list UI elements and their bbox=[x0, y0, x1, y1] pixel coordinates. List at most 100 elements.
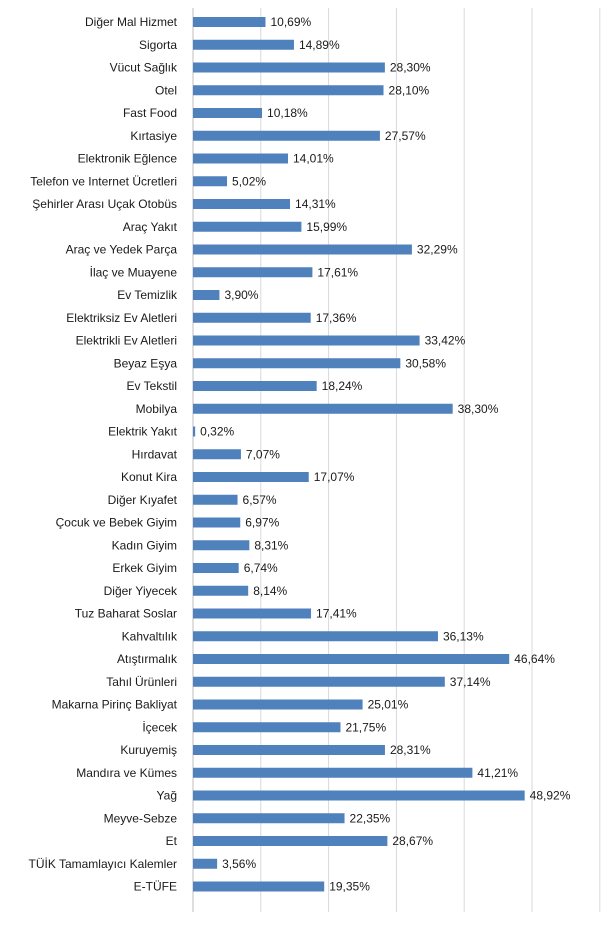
category-label: Diğer Yiyecek bbox=[104, 584, 178, 598]
category-labels: Diğer Mal Hizmet Sigorta Vücut Sağlık Otel F… bbox=[29, 15, 178, 894]
category-label: Ev Temizlik bbox=[117, 288, 178, 302]
bar bbox=[193, 62, 385, 73]
value-label: 19,35% bbox=[329, 880, 370, 894]
category-label: Kuruyemiş bbox=[120, 743, 177, 757]
bar bbox=[193, 312, 311, 323]
category-label: Elektriksiz Ev Aletleri bbox=[66, 311, 177, 325]
value-label: 32,29% bbox=[417, 243, 458, 257]
bar bbox=[193, 358, 401, 369]
bar bbox=[193, 290, 220, 300]
bar bbox=[193, 517, 241, 528]
bar bbox=[193, 699, 363, 710]
category-label: Sigorta bbox=[139, 38, 177, 52]
value-label: 30,58% bbox=[405, 356, 446, 370]
value-label: 10,69% bbox=[270, 15, 311, 29]
category-label: Mobilya bbox=[136, 402, 178, 416]
bar bbox=[193, 585, 249, 596]
bar bbox=[193, 790, 525, 801]
value-label: 41,21% bbox=[477, 766, 518, 780]
bar bbox=[193, 244, 412, 255]
category-label: Telefon ve Internet Ücretleri bbox=[30, 174, 177, 188]
bar bbox=[193, 631, 438, 642]
category-label: Araç ve Yedek Parça bbox=[66, 243, 178, 257]
category-label: Hırdavat bbox=[132, 447, 178, 461]
bar bbox=[193, 381, 317, 391]
bar bbox=[193, 767, 473, 778]
value-label: 14,89% bbox=[299, 38, 340, 52]
bar bbox=[193, 221, 302, 232]
bar bbox=[193, 85, 384, 96]
value-label: 6,74% bbox=[244, 561, 278, 575]
bar bbox=[193, 722, 341, 733]
value-label: 33,42% bbox=[425, 334, 466, 348]
category-label: Fast Food bbox=[123, 106, 177, 120]
value-label: 22,35% bbox=[350, 811, 391, 825]
value-label: 17,41% bbox=[316, 607, 357, 621]
bars bbox=[193, 17, 525, 892]
category-label: Diğer Mal Hizmet bbox=[85, 15, 178, 29]
value-label: 14,01% bbox=[293, 152, 334, 166]
bar bbox=[193, 472, 309, 482]
bar bbox=[193, 403, 453, 414]
value-label: 0,32% bbox=[200, 425, 234, 439]
bar bbox=[193, 426, 196, 437]
bar bbox=[193, 267, 313, 278]
bar bbox=[193, 654, 510, 664]
value-label: 21,75% bbox=[345, 720, 386, 734]
category-label: Tuz Baharat Soslar bbox=[75, 607, 177, 621]
category-label: Diğer Kıyafet bbox=[108, 493, 178, 507]
bar bbox=[193, 176, 228, 187]
category-label: Elektrikli Ev Aletleri bbox=[76, 334, 177, 348]
category-label: Meyve-Sebze bbox=[104, 811, 178, 825]
value-label: 6,97% bbox=[245, 516, 279, 530]
value-label: 25,01% bbox=[368, 698, 409, 712]
category-label: Atıştırmalık bbox=[117, 652, 178, 666]
bar bbox=[193, 130, 380, 141]
category-label: Araç Yakıt bbox=[123, 220, 178, 234]
value-label: 17,36% bbox=[316, 311, 357, 325]
category-label: Elektronik Eğlence bbox=[78, 152, 178, 166]
bar bbox=[193, 608, 312, 619]
value-label: 10,18% bbox=[267, 106, 308, 120]
bar bbox=[193, 676, 445, 687]
bar bbox=[193, 836, 388, 846]
category-label: Kadın Giyim bbox=[112, 538, 177, 552]
bar bbox=[193, 563, 239, 573]
value-label: 46,64% bbox=[514, 652, 555, 666]
category-label: Kırtasiye bbox=[130, 129, 177, 143]
value-label: 38,30% bbox=[458, 402, 499, 416]
bar bbox=[193, 39, 294, 50]
category-label: Otel bbox=[155, 83, 177, 97]
bar bbox=[193, 335, 420, 346]
category-label: Erkek Giyim bbox=[112, 561, 177, 575]
bar bbox=[193, 199, 291, 209]
bar bbox=[193, 108, 263, 118]
value-label: 7,07% bbox=[246, 447, 280, 461]
value-label: 48,92% bbox=[530, 789, 571, 803]
value-label: 6,57% bbox=[243, 493, 277, 507]
value-labels: 10,69% 14,89% 28,30% 28,10% 10,18% 27,57% 14,0… bbox=[200, 15, 571, 894]
bar bbox=[193, 745, 385, 755]
value-label: 27,57% bbox=[385, 129, 426, 143]
value-label: 15,99% bbox=[306, 220, 347, 234]
category-label: Tahıl Ürünleri bbox=[106, 675, 177, 689]
category-label: Makarna Pirinç Bakliyat bbox=[52, 698, 178, 712]
value-label: 37,14% bbox=[450, 675, 491, 689]
category-label: Yağ bbox=[157, 789, 177, 803]
value-label: 3,56% bbox=[222, 857, 256, 871]
bar bbox=[193, 813, 345, 824]
bar bbox=[193, 540, 250, 551]
category-label: Et bbox=[166, 834, 178, 848]
bar bbox=[193, 881, 325, 892]
category-label: Vücut Sağlık bbox=[110, 61, 178, 75]
category-label: Şehirler Arası Uçak Otobüs bbox=[32, 197, 177, 211]
value-label: 3,90% bbox=[224, 288, 258, 302]
category-label: İlaç ve Muayene bbox=[90, 265, 178, 279]
value-label: 28,30% bbox=[390, 61, 431, 75]
value-label: 28,31% bbox=[390, 743, 431, 757]
category-label: Elektrik Yakıt bbox=[108, 425, 178, 439]
bar bbox=[193, 153, 288, 164]
value-label: 28,10% bbox=[389, 83, 430, 97]
bar bbox=[193, 494, 238, 505]
